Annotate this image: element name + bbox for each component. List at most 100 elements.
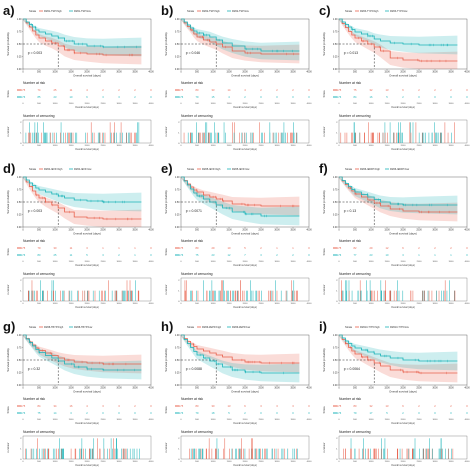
censoring-y-label: n.censor bbox=[6, 126, 10, 136]
risk-value: 2 bbox=[402, 95, 404, 99]
panel-g: Strata RMJ8-TBYP=high RMJ8-TBYP=low 0.00 0.2… bbox=[3, 319, 155, 471]
y-tick-label: 0.25 bbox=[333, 213, 338, 216]
x-tick-label: 1000 bbox=[210, 71, 216, 74]
x-tick-label: 1500 bbox=[226, 229, 232, 232]
y-tick-label: 1.00 bbox=[175, 18, 180, 21]
risk-table: 175 74 25 11 4 2 2 2 0 176 85 23 10 6 3 3 2 0 bbox=[17, 88, 152, 99]
x-tick-label: 3000 bbox=[274, 71, 280, 74]
risk-x-tick-label: 2000 bbox=[85, 419, 91, 421]
risk-value: 1 bbox=[434, 253, 436, 257]
y-tick-label: 1.00 bbox=[17, 18, 22, 21]
censoring-x-label: Overall survival (days) bbox=[233, 148, 257, 151]
risk-x-tick-label: 2500 bbox=[259, 103, 265, 105]
km-plot-svg: Strata RMJ2-TSP=high RMJ2-TSP=low 0.00 0.25 0… bbox=[164, 9, 313, 151]
censoring-x-tick-label: 3000 bbox=[433, 145, 439, 147]
censoring-title: Number of censoring bbox=[23, 430, 55, 434]
censoring-x-tick-label: 1000 bbox=[53, 303, 59, 305]
survival-curve-low bbox=[181, 18, 300, 52]
censoring-x-tick-label: 1000 bbox=[369, 303, 375, 305]
panel-e: Strata RMJ5-IEXF=high RMJ5-IEXF=low 0.00 0.2… bbox=[161, 161, 313, 313]
risk-value: 2 bbox=[450, 246, 452, 250]
legend: Strata RMJ4-IEXF=high RMJ4-IEXF=low bbox=[29, 167, 92, 171]
risk-value: 6 bbox=[402, 404, 404, 408]
y-tick-label: 0.50 bbox=[333, 43, 338, 46]
censoring-x-label: Overall survival (days) bbox=[391, 306, 415, 309]
risk-table-title: Number at risk bbox=[23, 81, 45, 85]
censoring-x-label: Overall survival (days) bbox=[75, 306, 99, 309]
survival-curve-low bbox=[181, 334, 300, 374]
censoring-y-tick: 2 bbox=[178, 122, 180, 124]
risk-value: 0 bbox=[150, 404, 152, 408]
y-tick-label: 0.25 bbox=[17, 213, 22, 216]
censoring-x-tick-label: 500 bbox=[195, 303, 199, 305]
legend-title: Strata bbox=[29, 325, 36, 329]
risk-x-label: Overall survival (days) bbox=[233, 264, 257, 267]
risk-value: 4 bbox=[86, 404, 88, 408]
legend-entry: RMJ6-IEDFP=high bbox=[360, 168, 381, 171]
panel-d: Strata RMJ4-IEXF=high RMJ4-IEXF=low 0.00 0.2… bbox=[3, 161, 155, 313]
censoring-x-tick-label: 1000 bbox=[211, 145, 217, 147]
censoring-x-tick-label: 4000 bbox=[307, 303, 313, 305]
km-plot-svg: Strata RMJ1-TSP=high RMJ1-TSP=low 0.00 0.25 0… bbox=[6, 9, 154, 151]
legend-entry: RMJ2-TSP=low bbox=[232, 10, 249, 13]
risk-x-tick-label: 1000 bbox=[53, 103, 59, 105]
risk-value: 77 bbox=[354, 253, 357, 257]
panel-letter: g) bbox=[3, 319, 16, 334]
y-tick-label: 0.50 bbox=[333, 359, 338, 362]
x-tick-label: 1500 bbox=[384, 71, 390, 74]
risk-value: 32 bbox=[370, 88, 373, 92]
y-tick-label: 0.50 bbox=[175, 359, 180, 362]
panel-c: Strata RMJ3-TYPI=high RMJ3-TYPI=low 0.00 0.2… bbox=[319, 3, 471, 155]
censoring-x-tick-label: 500 bbox=[37, 461, 41, 463]
censoring-title: Number of censoring bbox=[339, 272, 371, 276]
panel-h: Strata RMJ9-ZEPF=high RMJ9-ZEPF=low 0.00 0.2… bbox=[161, 319, 313, 471]
risk-value: 13 bbox=[228, 404, 231, 408]
x-tick-label: 2500 bbox=[258, 229, 264, 232]
risk-x-tick-label: 3000 bbox=[433, 419, 439, 421]
risk-x-tick-label: 2500 bbox=[101, 261, 107, 263]
risk-value: 2 bbox=[292, 88, 294, 92]
censoring-title: Number of censoring bbox=[23, 114, 55, 118]
panel-letter: i) bbox=[319, 319, 327, 334]
y-tick-label: 0.75 bbox=[17, 188, 22, 191]
risk-value: 2 bbox=[134, 88, 136, 92]
risk-value: 23 bbox=[370, 253, 373, 257]
censoring-x-tick-label: 2500 bbox=[259, 461, 265, 463]
x-tick-label: 4000 bbox=[306, 229, 312, 232]
legend-entry: RMJ8-TBYP=low bbox=[74, 326, 93, 329]
risk-x-tick-label: 3500 bbox=[133, 103, 139, 105]
risk-value: 0 bbox=[434, 95, 436, 99]
censoring-y-tick: 0 bbox=[20, 301, 22, 303]
risk-value: 3 bbox=[118, 404, 120, 408]
risk-x-tick-label: 0 bbox=[180, 261, 182, 263]
x-axis-label: Overall survival (days) bbox=[231, 232, 259, 236]
censoring-x-tick-label: 0 bbox=[180, 303, 182, 305]
risk-x-tick-label: 1500 bbox=[385, 261, 391, 263]
risk-value: 2 bbox=[276, 253, 278, 257]
risk-value: 2 bbox=[260, 88, 262, 92]
risk-value: 176 bbox=[337, 95, 342, 99]
x-axis-label: Overall survival (days) bbox=[73, 74, 101, 78]
x-axis-label: Overall survival (days) bbox=[73, 232, 101, 236]
x-tick-label: 1000 bbox=[52, 71, 58, 74]
risk-value: 0 bbox=[134, 411, 136, 415]
censoring-x-tick-label: 4000 bbox=[307, 145, 313, 147]
censoring-x-tick-label: 500 bbox=[37, 145, 41, 147]
legend-entry: RMJ2-TSP=high bbox=[202, 10, 220, 13]
survival-curve-low bbox=[23, 18, 142, 48]
risk-table: 175 80 33 14 4 2 2 2 0 176 79 15 4 2 0 0 0 0 bbox=[175, 88, 310, 99]
censoring-x-tick-label: 500 bbox=[195, 461, 199, 463]
risk-x-tick-label: 0 bbox=[22, 419, 24, 421]
risk-value: 1 bbox=[418, 253, 420, 257]
legend-entry: RMJ10-TYPI=low bbox=[390, 326, 409, 329]
risk-value: 2 bbox=[418, 246, 420, 250]
risk-x-tick-label: 2500 bbox=[259, 261, 265, 263]
legend-entry: RMJ4-IEXF=low bbox=[74, 168, 92, 171]
legend-entry: RMJ3-TYPI=low bbox=[390, 10, 408, 13]
x-tick-label: 0 bbox=[22, 387, 24, 390]
panel-letter: a) bbox=[3, 3, 15, 18]
risk-x-tick-label: 3000 bbox=[275, 103, 281, 105]
risk-value: 0 bbox=[434, 411, 436, 415]
censoring-y-label: n.censor bbox=[164, 284, 168, 294]
